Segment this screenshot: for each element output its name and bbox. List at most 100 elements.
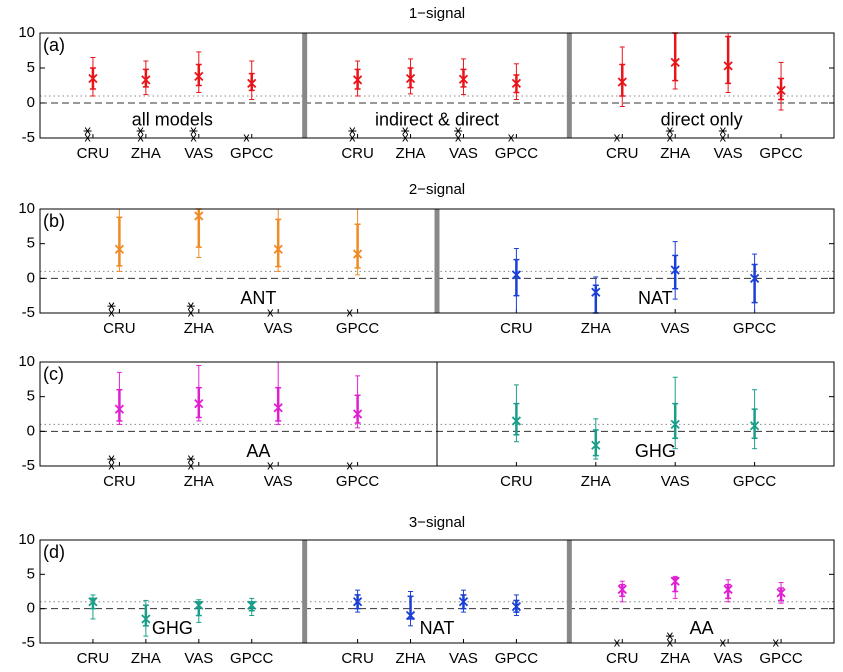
x-tick-label: CRU: [103, 320, 136, 337]
asterisk: [186, 455, 195, 463]
x-tick-label: GPCC: [495, 145, 539, 162]
best-estimate: [352, 75, 363, 85]
best-estimate: [511, 270, 522, 280]
row-title: 1−signal: [409, 5, 465, 22]
x-tick-label: VAS: [264, 320, 293, 337]
best-estimate: [194, 71, 204, 82]
x-tick-label: ZHA: [581, 320, 611, 337]
axes-frame: [39, 539, 835, 644]
best-estimate: [352, 249, 363, 259]
best-estimate: [723, 584, 733, 595]
best-estimate: [458, 74, 469, 84]
x-tick-label: CRU: [500, 473, 533, 490]
asterisk: [83, 127, 92, 135]
x-tick-label: GPCC: [733, 473, 777, 490]
asterisk: [189, 127, 198, 135]
x-tick-label: ZHA: [396, 650, 426, 667]
asterisk: [348, 127, 357, 135]
y-tick-label: 0: [27, 422, 35, 439]
best-estimate: [194, 398, 204, 409]
best-estimate: [776, 85, 786, 96]
asterisk: [401, 127, 410, 135]
best-estimate: [617, 77, 627, 87]
x-tick-label: CRU: [77, 650, 110, 667]
x-tick-label: CRU: [341, 650, 374, 667]
best-estimate: [273, 244, 283, 254]
best-estimate: [194, 600, 204, 610]
best-estimate: [114, 404, 125, 414]
annotation: AA: [690, 618, 714, 638]
row-title: 2−signal: [409, 181, 465, 198]
y-tick-label: -5: [22, 634, 35, 651]
best-estimate: [141, 614, 151, 624]
y-tick-label: 5: [27, 388, 35, 405]
x-tick-label: VAS: [661, 320, 690, 337]
annotation: indirect & direct: [375, 109, 499, 129]
best-estimate: [141, 75, 151, 85]
best-estimate: [511, 416, 522, 426]
best-estimate: [749, 421, 760, 431]
annotation: NAT: [420, 618, 455, 638]
x-tick-label: GPCC: [759, 145, 803, 162]
y-tick-label: -5: [22, 304, 35, 321]
asterisk: [665, 632, 674, 640]
x-tick-label: VAS: [661, 473, 690, 490]
x-tick-label: GPCC: [336, 320, 380, 337]
best-estimate: [405, 73, 416, 84]
annotation: AA: [246, 441, 270, 461]
panel-label: (d): [43, 542, 65, 562]
asterisk: [454, 127, 463, 135]
y-tick-label: 10: [18, 353, 35, 370]
best-estimate: [617, 584, 627, 595]
y-tick-label: -5: [22, 457, 35, 474]
asterisk: [665, 127, 674, 135]
x-tick-label: GPCC: [733, 320, 777, 337]
x-tick-label: ZHA: [581, 473, 611, 490]
x-tick-label: ZHA: [131, 650, 161, 667]
panel-label: (a): [43, 35, 65, 55]
x-tick-label: VAS: [449, 650, 478, 667]
y-tick-label: 10: [18, 24, 35, 41]
best-estimate: [352, 409, 363, 419]
x-tick-label: VAS: [184, 650, 213, 667]
best-estimate: [247, 78, 257, 89]
asterisk: [107, 302, 116, 310]
x-tick-label: GPCC: [336, 473, 380, 490]
x-tick-label: CRU: [606, 650, 639, 667]
x-tick-label: CRU: [103, 473, 136, 490]
panel-label: (b): [43, 211, 65, 231]
best-estimate: [723, 61, 733, 71]
x-tick-label: VAS: [714, 650, 743, 667]
best-estimate: [670, 265, 680, 275]
best-estimate: [511, 601, 522, 612]
x-tick-label: CRU: [606, 145, 639, 162]
x-tick-label: VAS: [264, 473, 293, 490]
y-tick-label: 0: [27, 269, 35, 286]
x-tick-label: GPCC: [759, 650, 803, 667]
x-tick-label: CRU: [341, 145, 374, 162]
asterisk: [107, 455, 116, 463]
y-tick-label: 0: [27, 94, 35, 111]
asterisk: [718, 127, 727, 135]
y-tick-label: 0: [27, 600, 35, 617]
annotation: NAT: [638, 288, 673, 308]
best-estimate: [670, 57, 680, 68]
axes-frame: [39, 32, 835, 139]
annotation: all models: [132, 109, 213, 129]
best-estimate: [88, 73, 98, 84]
x-tick-label: VAS: [449, 145, 478, 162]
best-estimate: [88, 597, 98, 607]
best-estimate: [670, 419, 680, 430]
asterisk: [186, 302, 195, 310]
x-tick-label: ZHA: [660, 650, 690, 667]
asterisk: [136, 127, 145, 135]
axes-frame: [39, 361, 835, 467]
y-tick-label: 10: [18, 200, 35, 217]
annotation: GHG: [152, 618, 193, 638]
x-tick-label: ZHA: [660, 145, 690, 162]
x-tick-label: GPCC: [230, 650, 274, 667]
best-estimate: [511, 78, 522, 89]
panel-label: (c): [43, 364, 64, 384]
annotation: direct only: [661, 109, 743, 129]
